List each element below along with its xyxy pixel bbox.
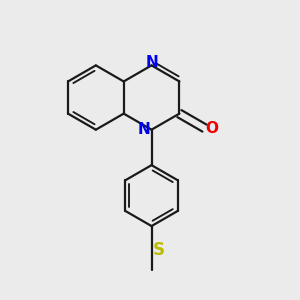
Text: N: N (138, 122, 151, 137)
Text: S: S (153, 242, 165, 260)
Text: O: O (206, 121, 218, 136)
Text: N: N (145, 55, 158, 70)
